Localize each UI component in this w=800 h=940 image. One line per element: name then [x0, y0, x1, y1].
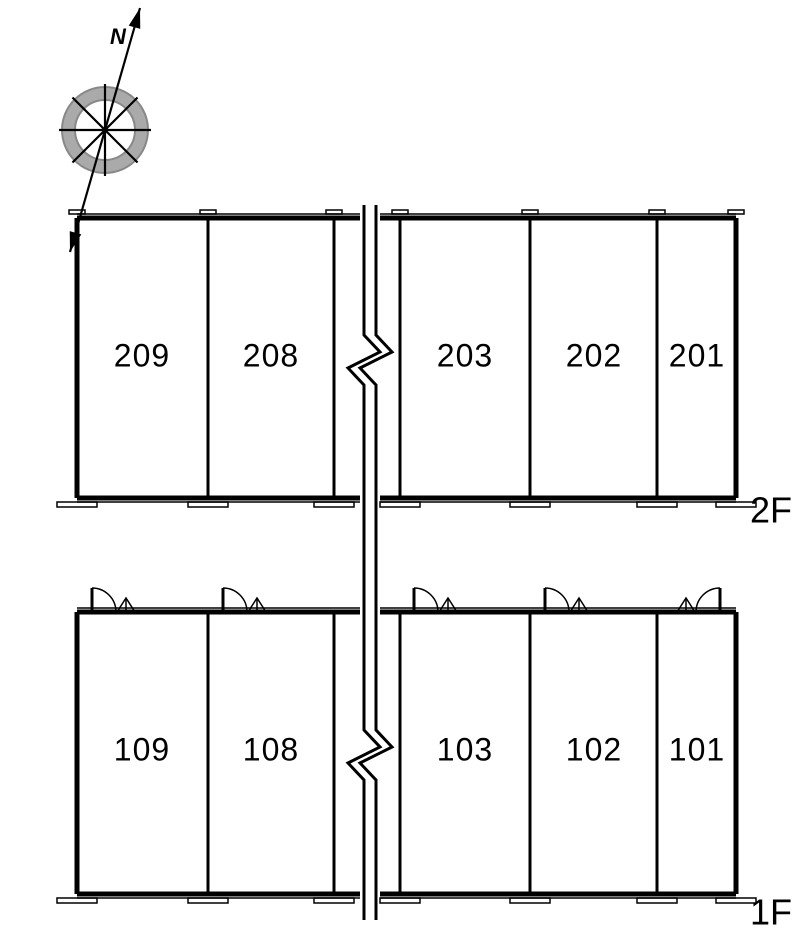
floor-f1: 109 108 103 102 101 1F — [57, 588, 792, 933]
compass: N — [59, 8, 151, 252]
unit-label-208: 208 — [243, 337, 299, 373]
compass-n-label: N — [110, 24, 127, 49]
floorplan-diagram: N 209 208 203 202 201 2F 109 108 103 102 101 1F — [0, 0, 800, 940]
unit-label-202: 202 — [566, 337, 622, 373]
section-break — [348, 205, 392, 920]
unit-label-102: 102 — [566, 731, 622, 767]
unit-label-109: 109 — [114, 731, 170, 767]
unit-label-101: 101 — [669, 731, 725, 767]
floor-f2: 209 208 203 202 201 2F — [57, 210, 792, 531]
unit-label-201: 201 — [669, 337, 725, 373]
unit-label-209: 209 — [114, 337, 170, 373]
unit-label-103: 103 — [437, 731, 493, 767]
floor-label-f1: 1F — [750, 892, 792, 933]
unit-label-108: 108 — [243, 731, 299, 767]
floor-label-f2: 2F — [750, 490, 792, 531]
unit-label-203: 203 — [437, 337, 493, 373]
